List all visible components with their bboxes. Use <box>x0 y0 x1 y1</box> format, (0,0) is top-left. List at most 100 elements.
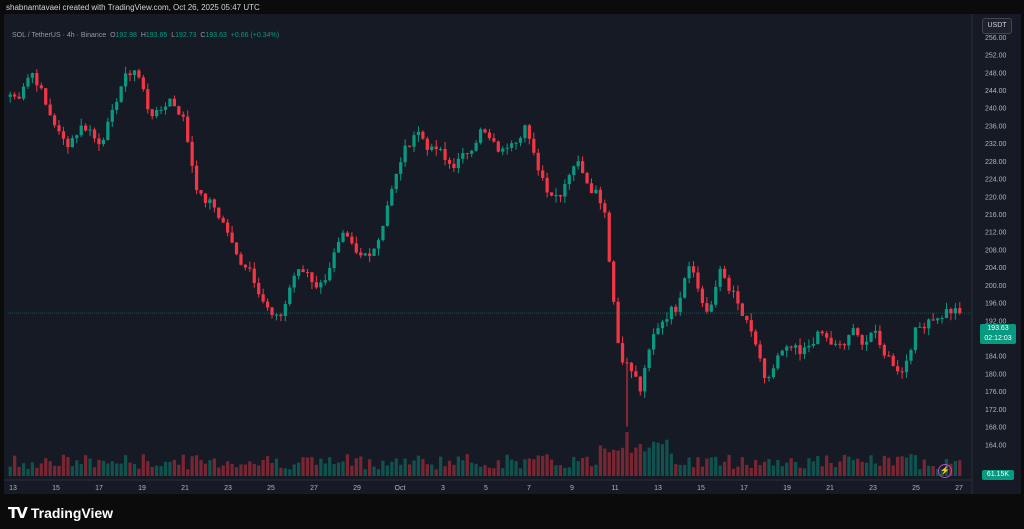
candle-body <box>132 70 137 76</box>
candle-body <box>137 70 141 78</box>
candle-body <box>727 277 731 291</box>
volume-bar <box>57 465 61 476</box>
volume-bar <box>634 447 638 476</box>
volume-bar <box>92 467 97 476</box>
volume-bar <box>110 461 114 476</box>
volume-bar <box>754 459 758 476</box>
volume-bar <box>643 451 647 476</box>
candle-body <box>749 320 753 332</box>
volume-bar <box>279 467 283 476</box>
volume-bar <box>30 462 35 476</box>
candle-body <box>705 303 709 312</box>
candle-body <box>57 125 61 132</box>
candle-body <box>101 139 106 145</box>
candle-body <box>221 217 225 223</box>
chart-panel[interactable]: 256.00 252.00 248.00 244.00 240.00 236.00 232.… <box>4 14 1021 494</box>
volume-bar <box>927 465 931 476</box>
volume-bar <box>598 445 602 476</box>
volume-bar <box>328 457 332 476</box>
volume-bar <box>412 460 416 476</box>
candle-body <box>92 129 97 139</box>
volume-bar <box>669 453 673 476</box>
volume-bar <box>399 464 403 476</box>
volume-bar <box>833 467 838 476</box>
volume-bar <box>909 454 913 476</box>
volume-bar <box>283 468 287 476</box>
time-axis-tick-label: 9 <box>570 485 574 492</box>
brand-name: TradingView <box>30 505 114 521</box>
candle-body <box>159 109 163 111</box>
candle-body <box>869 332 873 342</box>
candle-body <box>297 269 301 276</box>
lightning-bolt-icon[interactable]: ⚡ <box>938 464 952 478</box>
candle-body <box>274 314 279 316</box>
candle-body <box>864 341 869 345</box>
candle-body <box>301 269 305 273</box>
time-axis-tick-label: 5 <box>484 485 488 492</box>
volume-bar <box>106 463 110 476</box>
candle-body <box>811 343 815 346</box>
volume-bar <box>567 467 571 476</box>
time-axis-tick-label: 27 <box>955 485 963 492</box>
candle-body <box>496 141 500 152</box>
volume-bar <box>887 457 891 476</box>
candle-body <box>434 146 438 150</box>
currency-button[interactable]: USDT <box>982 18 1012 34</box>
volume-bar <box>363 469 367 476</box>
volume-bar <box>816 455 820 476</box>
volume-bar <box>310 457 314 476</box>
time-axis-tick-label: 19 <box>138 485 146 492</box>
volume-bar <box>345 454 350 476</box>
volume-bar <box>212 458 216 476</box>
volume-bar <box>123 455 128 476</box>
volume-bar <box>150 466 154 476</box>
volume-bar <box>234 467 239 476</box>
candle-body <box>736 291 740 304</box>
price-axis-tick-label: 208.00 <box>985 247 1007 254</box>
volume-bar <box>780 466 784 476</box>
candle-body <box>953 308 957 314</box>
candle-body <box>407 145 412 147</box>
price-axis-tick-label: 240.00 <box>985 106 1007 113</box>
candle-body <box>585 172 589 184</box>
volume-bar <box>789 458 793 476</box>
candle-body <box>687 266 691 279</box>
candle-body <box>13 94 17 97</box>
volume-bar <box>461 460 465 476</box>
candle-body <box>115 101 119 110</box>
candle-body <box>793 345 798 348</box>
volume-bar <box>891 465 895 476</box>
volume-bar <box>8 466 12 476</box>
volume-bar <box>416 455 421 476</box>
time-axis-tick-label: 29 <box>353 485 361 492</box>
candle-body <box>629 362 634 372</box>
price-axis-tick-label: 184.00 <box>985 354 1007 361</box>
candle-body <box>718 268 722 287</box>
candle-body <box>554 195 558 197</box>
candle-body <box>625 362 629 364</box>
volume-bar <box>767 458 771 476</box>
volume-bar <box>718 465 722 476</box>
candle-body <box>572 166 576 176</box>
time-axis-tick-label: 25 <box>912 485 920 492</box>
volume-bar <box>785 462 789 476</box>
candle-body <box>30 73 35 78</box>
candle-body <box>412 135 416 147</box>
candle-body <box>740 303 744 316</box>
candle-body <box>878 330 882 345</box>
volume-bar <box>510 459 514 476</box>
time-axis-tick-label: 21 <box>826 485 834 492</box>
candle-body <box>252 268 256 283</box>
candle-body <box>558 195 563 197</box>
volume-bar <box>873 463 878 476</box>
candlestick-chart[interactable]: 256.00 252.00 248.00 244.00 240.00 236.00 232.… <box>4 14 1021 494</box>
candle-body <box>465 153 469 155</box>
candle-body <box>399 162 403 174</box>
candle-body <box>332 252 336 269</box>
candle-body <box>927 319 931 329</box>
candle-body <box>305 272 310 274</box>
time-axis-tick-label: 17 <box>740 485 748 492</box>
volume-bar <box>385 465 389 476</box>
volume-bar <box>70 466 74 476</box>
candle-body <box>177 106 181 115</box>
